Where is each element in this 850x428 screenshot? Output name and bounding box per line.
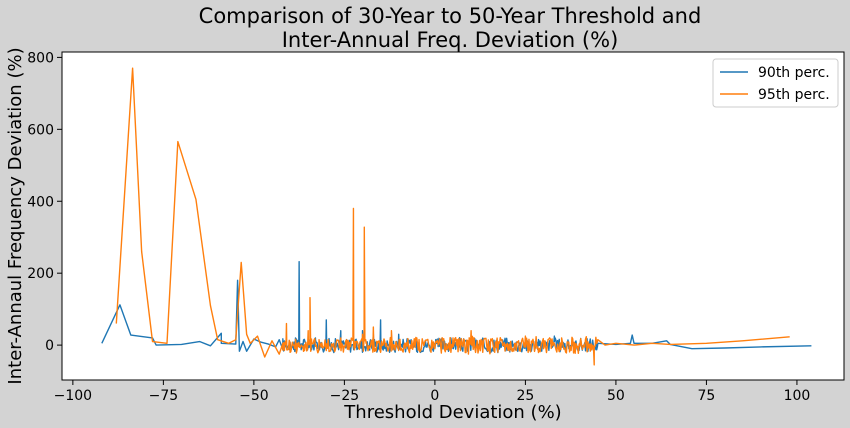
series-layer xyxy=(101,67,812,366)
legend-label-95th: 95th perc. xyxy=(758,87,830,103)
x-tick-label: −100 xyxy=(54,388,92,404)
x-axis-label: Threshold Deviation (%) xyxy=(343,402,561,423)
x-tick-label: 25 xyxy=(516,388,534,404)
y-tick-label: 400 xyxy=(27,194,54,210)
y-tick-label: 800 xyxy=(27,50,54,66)
x-tick-label: 100 xyxy=(784,388,811,404)
x-tick-label: 0 xyxy=(430,388,439,404)
y-axis-label: Inter-Annaul Frequency Deviation (%) xyxy=(5,47,26,384)
legend-box xyxy=(712,58,839,108)
x-axis-ticks: −100 −75 −50 −25 0 25 50 75 100 xyxy=(54,380,811,404)
y-tick-label: 200 xyxy=(27,266,54,282)
series-line-90th xyxy=(101,260,812,354)
x-tick-label: 50 xyxy=(607,388,625,404)
x-tick-label: −25 xyxy=(330,388,360,404)
y-axis-ticks: 0 200 400 600 800 xyxy=(27,50,62,354)
y-tick-label: 600 xyxy=(27,122,54,138)
y-tick-label: 0 xyxy=(45,338,54,354)
chart-title-line-2: Inter-Annual Freq. Deviation (%) xyxy=(282,28,619,52)
legend: 90th perc. 95th perc. xyxy=(712,58,839,108)
x-tick-label: −75 xyxy=(149,388,179,404)
series-line-95th xyxy=(115,67,790,366)
chart-title-line-1: Comparison of 30-Year to 50-Year Thresho… xyxy=(199,4,702,28)
x-tick-label: 75 xyxy=(698,388,716,404)
x-tick-label: −50 xyxy=(239,388,269,404)
legend-label-90th: 90th perc. xyxy=(758,65,830,81)
